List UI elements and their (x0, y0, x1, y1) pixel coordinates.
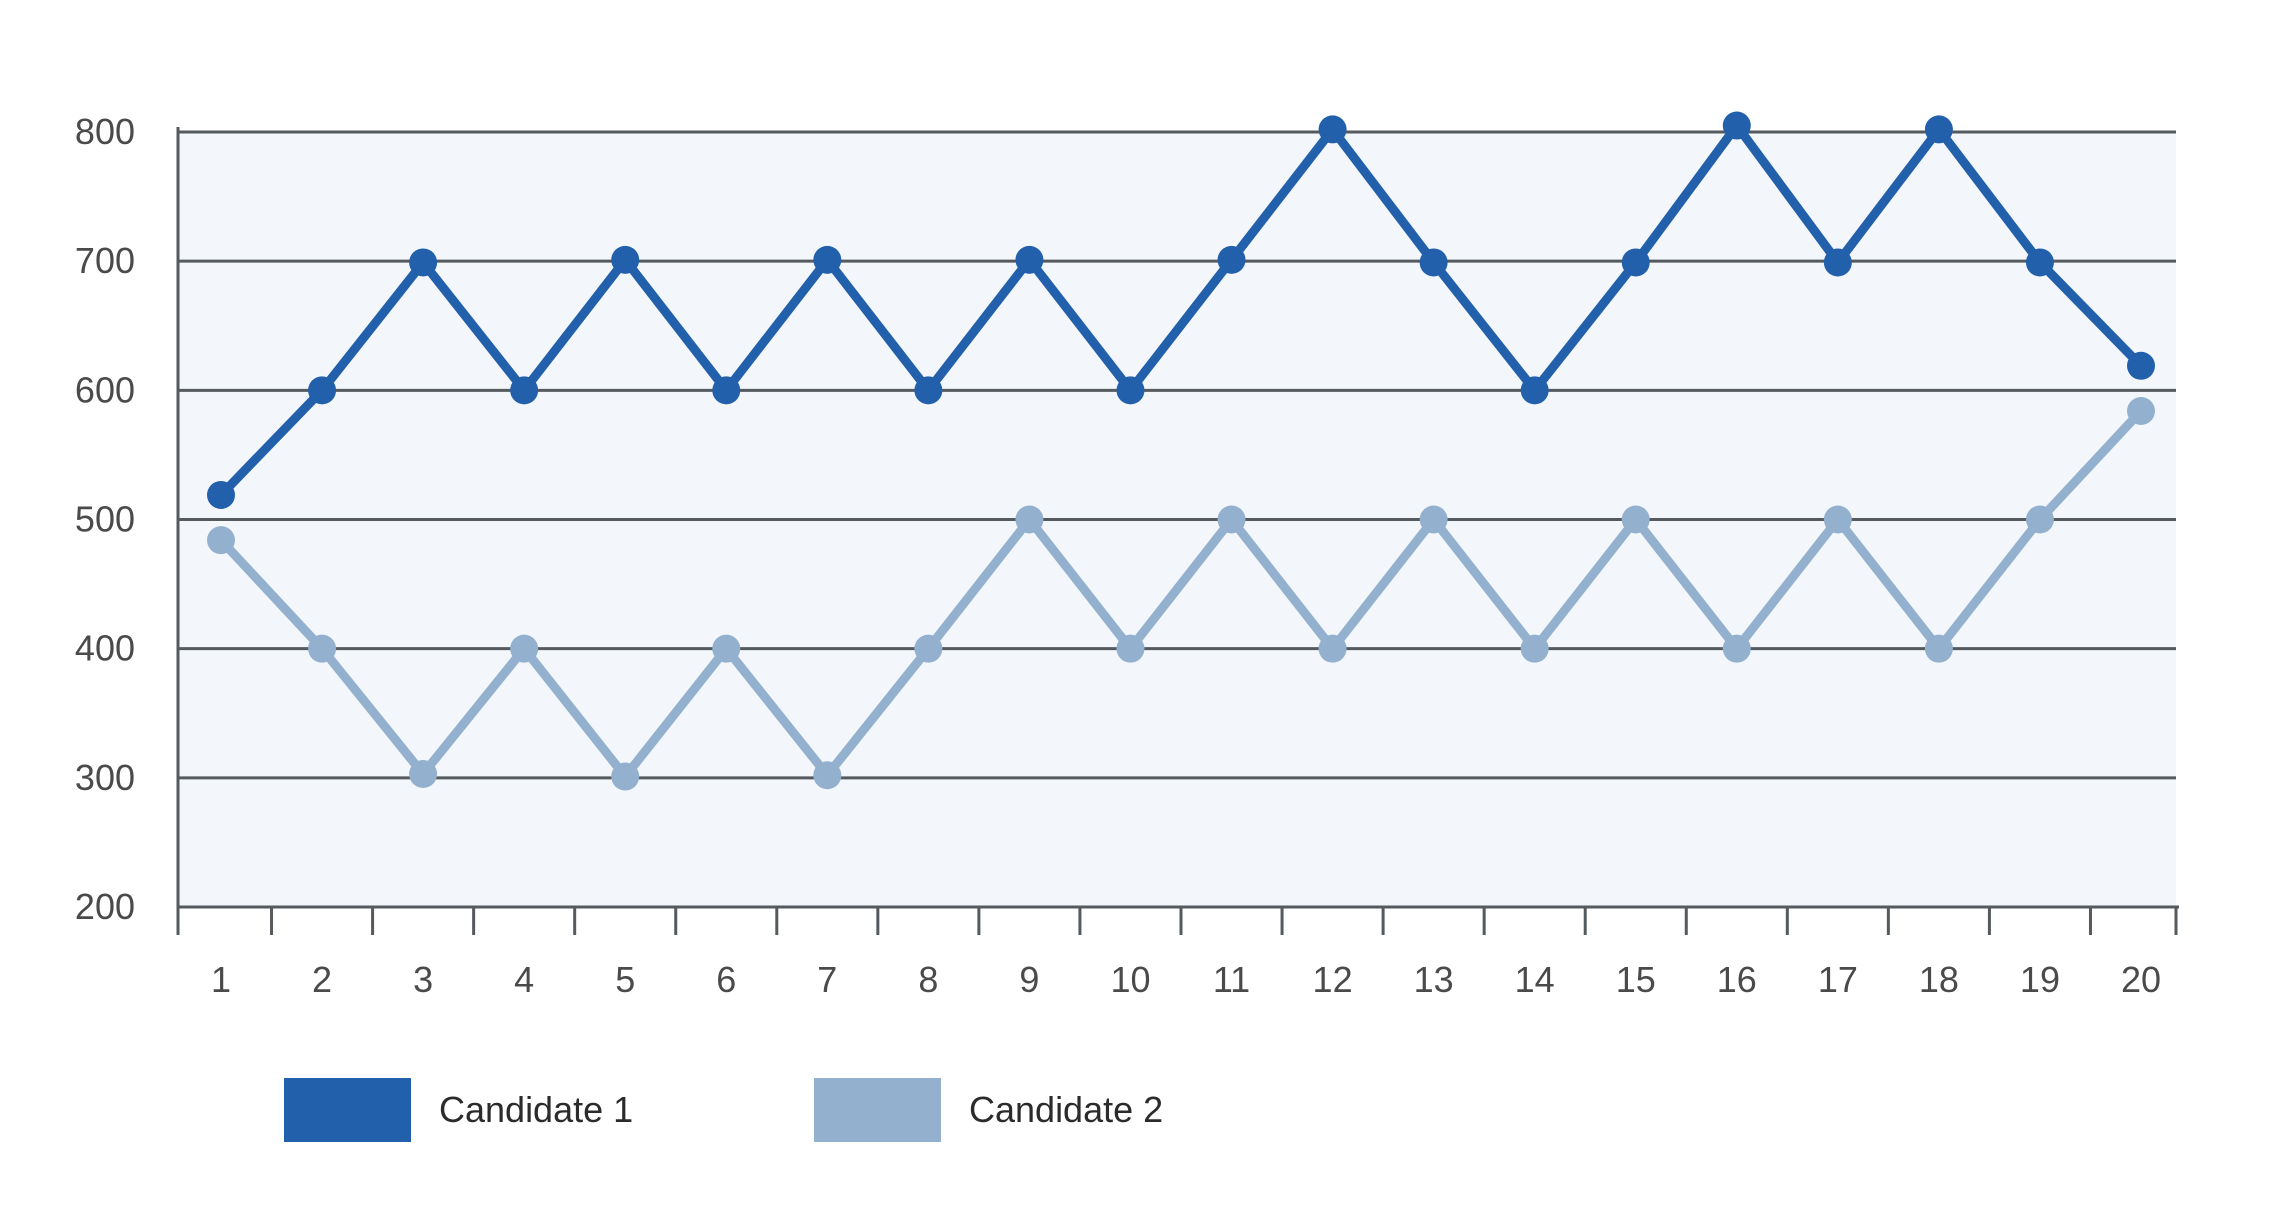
data-point-candidate-2 (1823, 505, 1852, 534)
y-tick-label: 500 (75, 499, 135, 540)
data-point-candidate-1 (611, 245, 640, 274)
x-tick-label: 17 (1818, 959, 1858, 1000)
data-point-candidate-2 (1621, 505, 1650, 534)
data-point-candidate-1 (1924, 115, 1953, 144)
data-point-candidate-1 (207, 480, 235, 509)
data-point-candidate-2 (1419, 505, 1448, 534)
data-point-candidate-2 (308, 634, 337, 663)
x-tick-label: 8 (918, 959, 938, 1000)
x-tick-label: 12 (1313, 959, 1353, 1000)
x-tick-label: 3 (413, 959, 433, 1000)
data-point-candidate-2 (1318, 634, 1347, 663)
y-tick-label: 400 (75, 628, 135, 669)
data-point-candidate-1 (510, 376, 539, 405)
x-tick-label: 5 (615, 959, 635, 1000)
data-point-candidate-2 (1722, 634, 1751, 663)
legend-item-candidate-2: Candidate 2 (814, 1078, 1163, 1142)
data-point-candidate-2 (207, 526, 235, 555)
x-tick-label: 10 (1110, 959, 1150, 1000)
data-point-candidate-1 (1722, 111, 1751, 140)
x-tick-label: 4 (514, 959, 534, 1000)
x-tick-label: 19 (2020, 959, 2060, 1000)
data-point-candidate-2 (1924, 634, 1953, 663)
x-tick-label: 14 (1515, 959, 1555, 1000)
x-tick-label: 16 (1717, 959, 1757, 1000)
data-point-candidate-2 (1520, 634, 1549, 663)
x-tick-label: 11 (1213, 959, 1250, 1000)
legend-swatch-candidate-1 (284, 1078, 411, 1142)
data-point-candidate-2 (914, 634, 943, 663)
data-point-candidate-1 (1217, 245, 1246, 274)
data-point-candidate-2 (409, 759, 438, 788)
x-tick-label: 7 (817, 959, 837, 1000)
data-point-candidate-2 (712, 634, 741, 663)
data-point-candidate-2 (1116, 634, 1145, 663)
data-point-candidate-1 (1621, 248, 1650, 277)
x-tick-label: 9 (1019, 959, 1039, 1000)
data-point-candidate-1 (813, 245, 842, 274)
data-point-candidate-2 (510, 634, 539, 663)
legend-label-candidate-2: Candidate 2 (969, 1089, 1164, 1130)
x-tick-label: 15 (1616, 959, 1656, 1000)
legend: Candidate 1 Candidate 2 (0, 1078, 2276, 1148)
legend-item-candidate-1: Candidate 1 (284, 1078, 633, 1142)
data-point-candidate-1 (1823, 248, 1852, 277)
x-tick-label: 13 (1414, 959, 1454, 1000)
data-point-candidate-2 (2127, 397, 2155, 425)
x-tick-label: 1 (211, 959, 231, 1000)
data-point-candidate-1 (1318, 115, 1347, 144)
data-point-candidate-2 (1015, 505, 1044, 534)
axes (176, 127, 2179, 935)
data-point-candidate-1 (2127, 351, 2155, 380)
data-point-candidate-1 (2025, 248, 2054, 277)
data-point-candidate-1 (1520, 376, 1549, 405)
x-tick-label: 2 (312, 959, 332, 1000)
y-tick-label: 600 (75, 369, 135, 410)
data-point-candidate-1 (1015, 245, 1044, 274)
data-point-candidate-2 (1217, 505, 1246, 534)
data-point-candidate-2 (813, 761, 842, 790)
y-tick-label: 300 (75, 757, 135, 798)
data-point-candidate-1 (914, 376, 943, 405)
data-point-candidate-2 (611, 762, 640, 791)
data-point-candidate-1 (1116, 376, 1145, 405)
series-line-candidate-1 (216, 121, 2146, 500)
legend-swatch-candidate-2 (814, 1078, 941, 1142)
legend-label-candidate-1: Candidate 1 (439, 1089, 634, 1130)
data-point-candidate-1 (712, 376, 741, 405)
y-tick-label: 200 (75, 886, 135, 927)
y-tick-label: 700 (75, 240, 135, 281)
data-point-candidate-2 (2025, 505, 2054, 534)
series-line-candidate-2 (216, 406, 2146, 782)
x-tick-label: 6 (716, 959, 736, 1000)
x-tick-label: 18 (1919, 959, 1959, 1000)
series-lines (216, 121, 2146, 782)
data-point-candidate-1 (308, 376, 337, 405)
x-tick-label: 20 (2121, 959, 2161, 1000)
data-point-candidate-1 (1419, 248, 1448, 277)
data-point-candidate-1 (409, 248, 438, 277)
y-tick-label: 800 (75, 111, 135, 152)
series-points (207, 111, 2155, 791)
